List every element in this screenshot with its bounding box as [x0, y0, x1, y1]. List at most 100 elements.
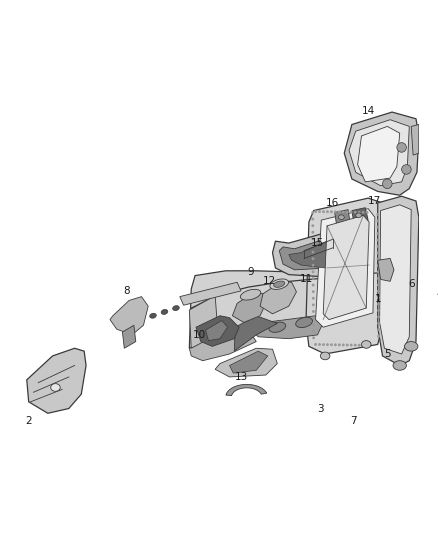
Ellipse shape	[405, 342, 418, 351]
Text: 9: 9	[247, 266, 254, 277]
Polygon shape	[215, 348, 277, 377]
Circle shape	[397, 143, 406, 152]
Ellipse shape	[346, 211, 349, 214]
Polygon shape	[196, 316, 239, 346]
Ellipse shape	[377, 252, 379, 254]
Ellipse shape	[377, 335, 380, 337]
Ellipse shape	[350, 344, 353, 346]
Text: 10: 10	[192, 330, 205, 340]
Polygon shape	[315, 208, 375, 327]
Ellipse shape	[330, 343, 333, 346]
Ellipse shape	[312, 264, 314, 266]
Ellipse shape	[361, 341, 371, 348]
Ellipse shape	[240, 289, 261, 300]
Ellipse shape	[326, 343, 329, 346]
Ellipse shape	[334, 343, 337, 346]
Ellipse shape	[377, 328, 380, 331]
Ellipse shape	[377, 245, 379, 248]
Text: 17: 17	[368, 196, 381, 206]
Polygon shape	[411, 125, 419, 155]
Ellipse shape	[312, 290, 315, 293]
Ellipse shape	[377, 290, 380, 293]
Ellipse shape	[354, 344, 357, 346]
Polygon shape	[234, 316, 277, 351]
Ellipse shape	[311, 231, 314, 233]
Polygon shape	[27, 348, 86, 413]
Circle shape	[382, 179, 392, 189]
Ellipse shape	[338, 343, 341, 346]
Ellipse shape	[314, 343, 317, 346]
Ellipse shape	[312, 297, 315, 300]
Ellipse shape	[377, 271, 380, 273]
Ellipse shape	[322, 210, 325, 213]
Ellipse shape	[311, 224, 314, 227]
Polygon shape	[272, 230, 356, 278]
Polygon shape	[335, 209, 350, 225]
Ellipse shape	[320, 352, 330, 360]
Ellipse shape	[312, 330, 315, 333]
Polygon shape	[251, 316, 323, 338]
Polygon shape	[226, 384, 267, 395]
Ellipse shape	[377, 322, 380, 325]
Ellipse shape	[312, 310, 315, 313]
Polygon shape	[279, 236, 346, 270]
Ellipse shape	[366, 344, 368, 347]
Ellipse shape	[274, 281, 285, 287]
Ellipse shape	[269, 322, 286, 333]
Polygon shape	[378, 196, 419, 366]
Ellipse shape	[377, 239, 379, 241]
Ellipse shape	[339, 215, 344, 220]
Polygon shape	[352, 208, 368, 223]
Polygon shape	[380, 205, 411, 354]
Ellipse shape	[366, 211, 368, 214]
Polygon shape	[233, 293, 266, 322]
Polygon shape	[205, 320, 228, 341]
Polygon shape	[189, 327, 256, 361]
Ellipse shape	[51, 384, 60, 391]
Ellipse shape	[346, 344, 349, 346]
Text: 12: 12	[263, 276, 276, 286]
Ellipse shape	[377, 309, 380, 312]
Ellipse shape	[322, 343, 325, 346]
Text: 7: 7	[350, 416, 357, 426]
Ellipse shape	[161, 310, 168, 314]
Ellipse shape	[270, 279, 289, 289]
Ellipse shape	[376, 232, 379, 235]
Polygon shape	[230, 351, 268, 373]
Ellipse shape	[150, 313, 156, 318]
Text: 1: 1	[374, 294, 381, 303]
Ellipse shape	[376, 213, 379, 216]
Ellipse shape	[312, 270, 314, 273]
Polygon shape	[289, 241, 339, 268]
Ellipse shape	[311, 237, 314, 240]
Ellipse shape	[377, 258, 379, 261]
Ellipse shape	[362, 211, 364, 214]
Ellipse shape	[312, 323, 315, 326]
Ellipse shape	[350, 211, 353, 214]
Text: 14: 14	[361, 106, 375, 116]
Ellipse shape	[358, 344, 360, 346]
Ellipse shape	[311, 244, 314, 247]
Ellipse shape	[312, 277, 314, 280]
Text: 13: 13	[234, 372, 247, 382]
Ellipse shape	[358, 211, 360, 214]
Ellipse shape	[314, 210, 317, 213]
Ellipse shape	[342, 211, 345, 213]
Ellipse shape	[362, 344, 364, 346]
Polygon shape	[344, 112, 419, 195]
Ellipse shape	[334, 211, 337, 213]
Ellipse shape	[311, 257, 314, 260]
Polygon shape	[323, 215, 369, 320]
Ellipse shape	[173, 305, 179, 311]
Polygon shape	[358, 126, 400, 182]
Ellipse shape	[377, 264, 380, 267]
Ellipse shape	[356, 213, 361, 218]
Text: 16: 16	[326, 198, 339, 208]
Text: 4: 4	[437, 289, 438, 299]
Ellipse shape	[318, 343, 321, 346]
Ellipse shape	[354, 211, 357, 214]
Polygon shape	[378, 259, 394, 281]
Text: 3: 3	[317, 403, 324, 414]
Polygon shape	[349, 120, 409, 185]
Polygon shape	[180, 282, 241, 305]
